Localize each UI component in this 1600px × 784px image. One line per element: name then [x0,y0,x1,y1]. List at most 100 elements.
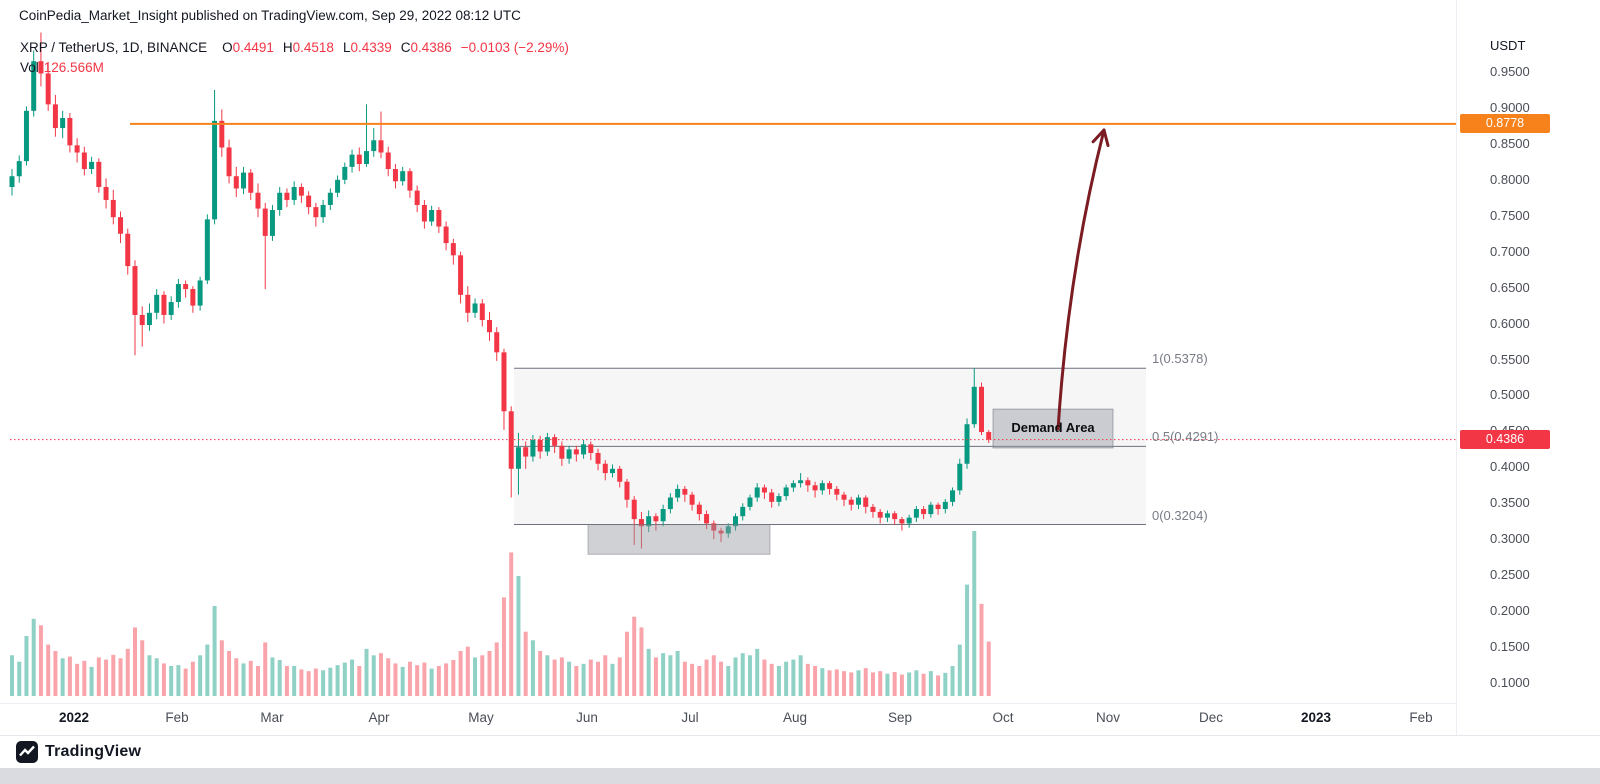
candle-body [212,120,218,220]
close-label: C [400,40,411,55]
fib-level-label: 0(0.3204) [1152,507,1208,523]
volume-bar [350,659,355,696]
chart-legend: XRP / TetherUS, 1D, BINANCE O0.4491 H0.451… [20,40,569,55]
tradingview-logo-icon [16,741,38,763]
symbol-title[interactable]: XRP / TetherUS, 1D, BINANCE [20,40,208,55]
volume-bar [733,657,738,696]
volume-bar [299,669,304,696]
candle-body [675,488,681,498]
candle-body [588,444,594,453]
candle-body [950,490,956,502]
candle-body [378,140,384,153]
volume-bar [885,673,890,696]
volume-bar [444,663,449,696]
volume-bar [740,653,745,696]
candle-body [761,487,767,493]
candle-body [573,449,579,455]
volume-bar [219,640,224,696]
candle-body [349,154,355,167]
volume-bar [842,671,847,696]
candle-body [110,199,116,218]
candle-body [884,513,890,518]
tradingview-logo[interactable] [16,741,38,763]
volume-bar [755,648,760,696]
open-value: 0.4491 [232,40,274,55]
volume-bar [979,603,984,696]
volume-bar [480,655,485,696]
candle-body [241,172,247,189]
candle-body [168,302,174,315]
volume-bar [176,665,181,696]
candle-body [23,110,29,162]
volume-bar [559,657,564,696]
candle-body [935,504,941,510]
candle-body [530,440,536,457]
candle-body [284,192,290,200]
volume-bar [82,660,87,696]
time-axis-label: Feb [165,710,189,725]
volume-bar [675,651,680,696]
candle-body [805,480,811,486]
volume-bar [429,668,434,696]
volume-bar [292,666,297,696]
volume-bar [183,668,188,696]
price-axis-label: 0.7000 [1490,243,1530,259]
volume-bar [386,658,391,696]
projection-arrow [1056,129,1106,431]
candle-body [733,516,738,527]
time-axis[interactable]: 2022 Feb Mar Apr May Jun Jul Aug Sep Oct Nov Dec 202… [0,703,1456,736]
volume-value: 126.566M [43,60,104,75]
time-axis-label: Nov [1095,710,1121,725]
candle-body [38,61,44,74]
volume-bar [313,668,318,696]
candle-body [443,226,449,244]
price-axis-label: 0.1000 [1490,674,1530,690]
time-axis-label: Dec [1198,710,1224,725]
time-axis-label: Sep [887,710,913,725]
volume-bar [870,672,875,696]
price-axis-label: 0.6500 [1490,279,1530,295]
candle-body [617,468,623,482]
candle-body [819,483,825,491]
price-axis-label: 0.1500 [1490,639,1530,655]
candle-body [190,289,196,306]
candle-body [9,176,15,188]
volume-bar [849,672,854,696]
candle-body [863,497,869,507]
candle-body [559,445,565,459]
volume-bar [899,674,904,696]
tradingview-wordmark[interactable]: TradingView [45,743,142,760]
candle-body [118,217,124,234]
candle-body [472,303,478,313]
close-value: 0.4386 [410,40,452,55]
high-label: H [282,40,293,55]
volume-bar [24,636,29,696]
candle-body [320,204,326,218]
demand-area-label: Demand Area [1011,420,1095,435]
candle-body [725,526,731,534]
axis-currency-label: USDT [1490,38,1526,53]
candle-body [848,499,854,505]
volume-bar [588,659,593,696]
candle-body [436,210,442,227]
volume-bar [501,597,506,696]
volume-bar [284,666,289,696]
candle-body [718,530,724,534]
volume-bar [530,640,535,696]
volume-bar [603,655,608,696]
candle-body [913,509,919,518]
candle-body [631,499,637,520]
low-label: L [342,40,351,55]
candle-body [306,195,312,208]
volume-bar [921,673,926,696]
volume-bar [936,675,941,696]
volume-bar [125,648,130,696]
price-axis[interactable]: USDT 0.9500 0.9000 0.8500 0.8000 0.7500 0.700… [1456,0,1600,735]
candle-body [964,424,970,464]
candle-body [233,176,239,189]
candle-body [957,463,963,491]
volume-bar [610,663,615,696]
volume-bar [784,661,789,696]
volume-bar [523,631,528,696]
